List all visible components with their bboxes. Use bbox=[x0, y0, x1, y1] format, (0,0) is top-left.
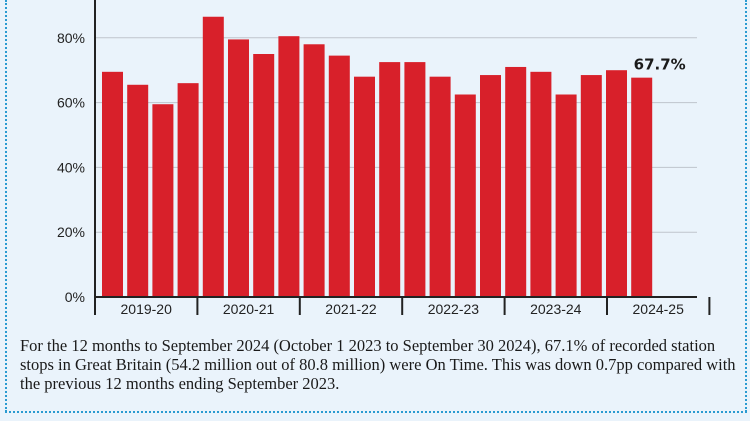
bar bbox=[354, 76, 375, 298]
data-label: 67.7% bbox=[634, 56, 686, 74]
bar bbox=[102, 71, 123, 297]
bar bbox=[202, 16, 224, 298]
bar bbox=[253, 54, 275, 297]
bar bbox=[303, 44, 325, 297]
dotted-border-left bbox=[5, 0, 7, 412]
y-tick-label: 60% bbox=[57, 95, 85, 111]
bar bbox=[429, 76, 451, 298]
x-group-label: 2023-24 bbox=[530, 301, 582, 317]
bar bbox=[631, 77, 653, 297]
bar bbox=[454, 94, 476, 297]
x-group-label: 2022-23 bbox=[428, 301, 480, 317]
x-group-label: 2019-20 bbox=[121, 301, 173, 317]
bar bbox=[177, 83, 199, 297]
bar bbox=[379, 62, 401, 297]
y-tick-label: 0% bbox=[65, 289, 85, 305]
bar bbox=[152, 104, 174, 297]
x-group-label: 2021-22 bbox=[325, 301, 377, 317]
bar-chart: 0% 20% 40% 60% 80% 2019-20 2020-21 2021-22 2022-… bbox=[57, 0, 711, 317]
bar bbox=[606, 70, 627, 297]
bar bbox=[530, 71, 552, 297]
bar bbox=[404, 62, 426, 297]
bar bbox=[580, 75, 602, 297]
bar bbox=[505, 66, 527, 298]
y-tick-label: 20% bbox=[57, 224, 85, 240]
dotted-border-right bbox=[745, 0, 747, 412]
chart-caption: For the 12 months to September 2024 (Oct… bbox=[20, 336, 736, 393]
x-group-label: 2024-25 bbox=[633, 301, 685, 317]
bar bbox=[127, 84, 149, 297]
bar bbox=[228, 39, 249, 298]
bar bbox=[480, 75, 501, 297]
y-tick-label: 80% bbox=[57, 30, 85, 46]
bar bbox=[278, 36, 300, 298]
dotted-border-bottom bbox=[5, 411, 747, 413]
x-group-label: 2020-21 bbox=[223, 301, 275, 317]
y-tick-label: 40% bbox=[57, 159, 85, 175]
bar bbox=[328, 55, 350, 298]
bar bbox=[555, 94, 577, 297]
